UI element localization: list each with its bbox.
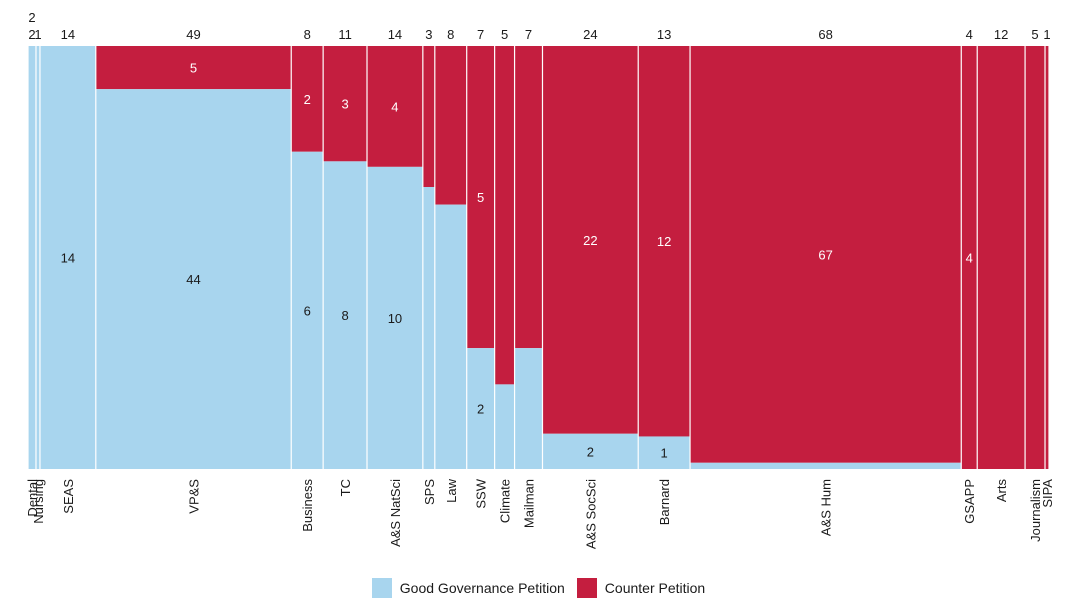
bar-counter-barnard <box>638 46 691 437</box>
total-label-a-s-socsci: 24 <box>583 27 597 42</box>
bar-counter-law <box>434 46 467 205</box>
counter-value-label-a-s-socsci: 22 <box>583 233 597 248</box>
total-label-seas: 14 <box>61 27 75 42</box>
total-label-barnard: 13 <box>657 27 671 42</box>
good-value-label-a-s-socsci: 2 <box>587 444 594 459</box>
category-label-arts: Arts <box>994 479 1009 503</box>
total-label-nursing: 1 <box>34 27 41 42</box>
bar-counter-arts <box>977 46 1026 469</box>
bar-good-climate <box>494 384 515 469</box>
good-value-label-tc: 8 <box>341 308 348 323</box>
total-label-dental: 2 <box>28 27 35 42</box>
counter-value-label-a-s-hum: 67 <box>818 247 832 262</box>
category-label-tc: TC <box>338 479 353 496</box>
category-label-sps: SPS <box>422 479 437 505</box>
bar-good-seas <box>39 46 96 469</box>
category-label-a-s-socsci: A&S SocSci <box>583 479 598 549</box>
legend-swatch-counter <box>576 578 597 598</box>
total-label-a-s-hum: 68 <box>818 27 832 42</box>
bar-counter-ssw <box>466 46 495 349</box>
total-label-business: 8 <box>304 27 311 42</box>
category-label-climate: Climate <box>498 479 513 523</box>
bar-good-law <box>434 204 467 469</box>
bar-counter-climate <box>494 46 515 385</box>
bar-good-a-s-hum <box>690 462 962 469</box>
bar-good-tc <box>323 161 368 469</box>
category-label-journalism: Journalism <box>1028 479 1043 542</box>
bar-counter-vp-s <box>95 46 292 90</box>
category-label-mailman: Mailman <box>522 479 537 528</box>
category-label-law: Law <box>444 478 459 502</box>
total-label-a-s-natsci: 14 <box>388 27 402 42</box>
total-label-arts: 12 <box>994 27 1008 42</box>
total-label-journalism: 5 <box>1031 27 1038 42</box>
category-label-a-s-natsci: A&S NatSci <box>388 479 403 547</box>
good-value-label-ssw: 2 <box>477 402 484 417</box>
total-label-vp-s: 49 <box>186 27 200 42</box>
bar-good-a-s-socsci <box>542 433 639 469</box>
bar-good-business <box>291 151 324 469</box>
category-label-seas: SEAS <box>61 479 76 514</box>
category-label-business: Business <box>300 479 315 532</box>
counter-value-label-ssw: 5 <box>477 190 484 205</box>
legend-label-good: Good Governance Petition <box>399 580 565 596</box>
counter-value-label-a-s-natsci: 4 <box>391 99 398 114</box>
total-label-climate: 5 <box>501 27 508 42</box>
good-value-label-barnard: 1 <box>661 446 668 461</box>
total-label-gsapp: 4 <box>966 27 973 42</box>
good-value-label-vp-s: 44 <box>186 272 200 287</box>
extra-total-label: 2 <box>28 10 35 25</box>
bar-good-a-s-natsci <box>367 166 423 469</box>
good-value-label-a-s-natsci: 10 <box>388 311 402 326</box>
total-label-ssw: 7 <box>477 27 484 42</box>
category-label-sipa: SIPA <box>1040 479 1055 508</box>
total-label-mailman: 7 <box>525 27 532 42</box>
bar-counter-a-s-socsci <box>542 46 639 434</box>
bar-counter-journalism <box>1025 46 1046 469</box>
legend-label-counter: Counter Petition <box>604 580 706 596</box>
bar-counter-mailman <box>514 46 543 349</box>
legend: Good Governance Petition Counter Petitio… <box>0 578 1077 598</box>
counter-value-label-barnard: 12 <box>657 234 671 249</box>
good-value-label-business: 6 <box>304 303 311 318</box>
bar-good-barnard <box>638 436 691 469</box>
category-label-dental: Dental <box>25 479 40 517</box>
good-value-label-seas: 14 <box>61 251 75 266</box>
legend-item-counter: Counter Petition <box>576 578 706 598</box>
bar-good-dental <box>28 46 36 469</box>
legend-item-good: Good Governance Petition <box>371 578 565 598</box>
counter-value-label-gsapp: 4 <box>966 251 973 266</box>
counter-value-label-business: 2 <box>304 92 311 107</box>
bar-good-ssw <box>466 348 495 469</box>
bar-counter-sipa <box>1045 46 1049 469</box>
category-label-barnard: Barnard <box>657 479 672 525</box>
bar-good-nursing <box>35 46 40 469</box>
total-label-sps: 3 <box>425 27 432 42</box>
counter-value-label-tc: 3 <box>341 97 348 112</box>
bar-counter-sps <box>422 46 435 187</box>
category-label-ssw: SSW <box>474 478 489 508</box>
bar-counter-a-s-hum <box>690 46 962 463</box>
total-label-law: 8 <box>447 27 454 42</box>
bar-counter-business <box>291 46 324 152</box>
bar-counter-tc <box>323 46 368 162</box>
total-label-sipa: 1 <box>1043 27 1050 42</box>
counter-value-label-vp-s: 5 <box>190 61 197 76</box>
legend-swatch-good <box>371 578 392 598</box>
bar-counter-a-s-natsci <box>367 46 423 167</box>
category-label-a-s-hum: A&S Hum <box>819 479 834 536</box>
bar-good-mailman <box>514 348 543 469</box>
bar-good-sps <box>422 187 435 469</box>
category-label-gsapp: GSAPP <box>962 479 977 524</box>
category-label-nursing: Nursing <box>31 479 46 524</box>
bar-counter-gsapp <box>961 46 978 469</box>
total-label-tc: 11 <box>338 27 352 42</box>
bar-good-vp-s <box>95 89 292 469</box>
category-label-vp-s: VP&S <box>187 479 202 514</box>
